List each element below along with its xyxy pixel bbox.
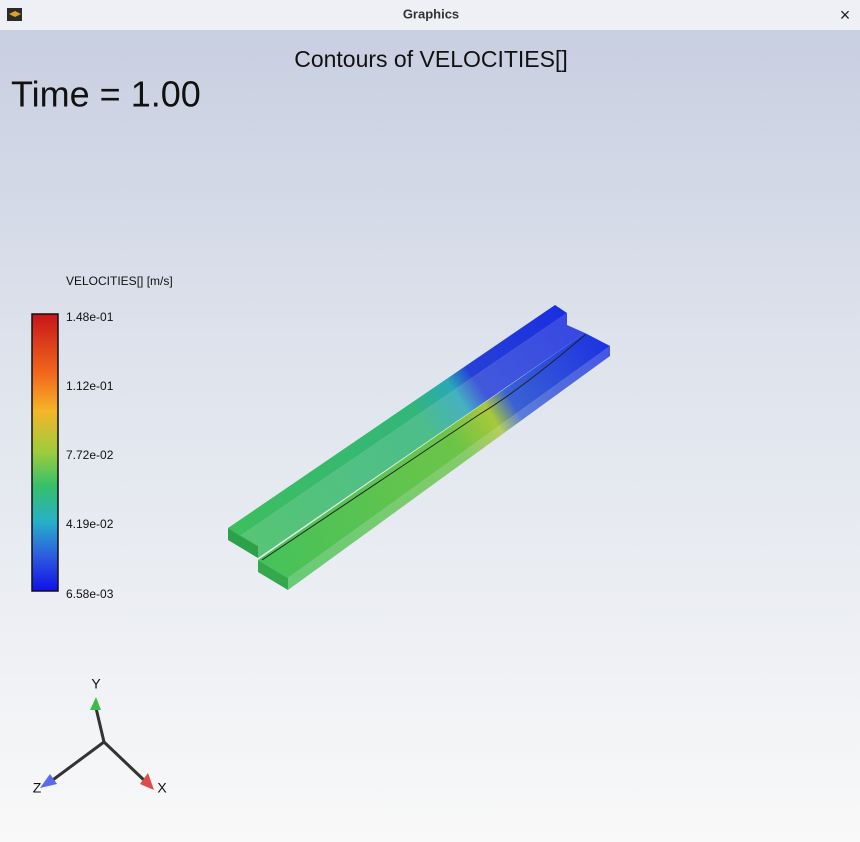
edge [261, 334, 586, 561]
contour-title: Contours of VELOCITIES[] [294, 46, 568, 72]
time-label: Time = 1.00 [11, 74, 201, 115]
front-end [258, 560, 288, 590]
lower-lane [258, 333, 610, 578]
title-bar [0, 0, 860, 30]
axis-label: Y [91, 676, 101, 692]
app-icon-mark [9, 11, 21, 17]
legend-title: VELOCITIES[] [m/s] [66, 274, 173, 288]
upper-lane [228, 305, 567, 536]
legend-label: 1.12e-01 [66, 379, 114, 393]
close-button[interactable]: × [840, 5, 851, 25]
color-bar [31, 313, 59, 592]
legend-label: 1.48e-01 [66, 310, 114, 324]
end-face [228, 528, 258, 558]
legend-label: 4.19e-02 [66, 517, 114, 531]
model [228, 305, 610, 590]
front-face [288, 346, 610, 590]
window-title: Graphics [403, 6, 459, 21]
axis-triad [40, 697, 154, 790]
legend-label: 6.58e-03 [66, 587, 114, 601]
step-face [240, 313, 585, 558]
axis-label: Z [33, 780, 42, 796]
axis-label: X [157, 780, 167, 796]
legend-label: 7.72e-02 [66, 448, 114, 462]
